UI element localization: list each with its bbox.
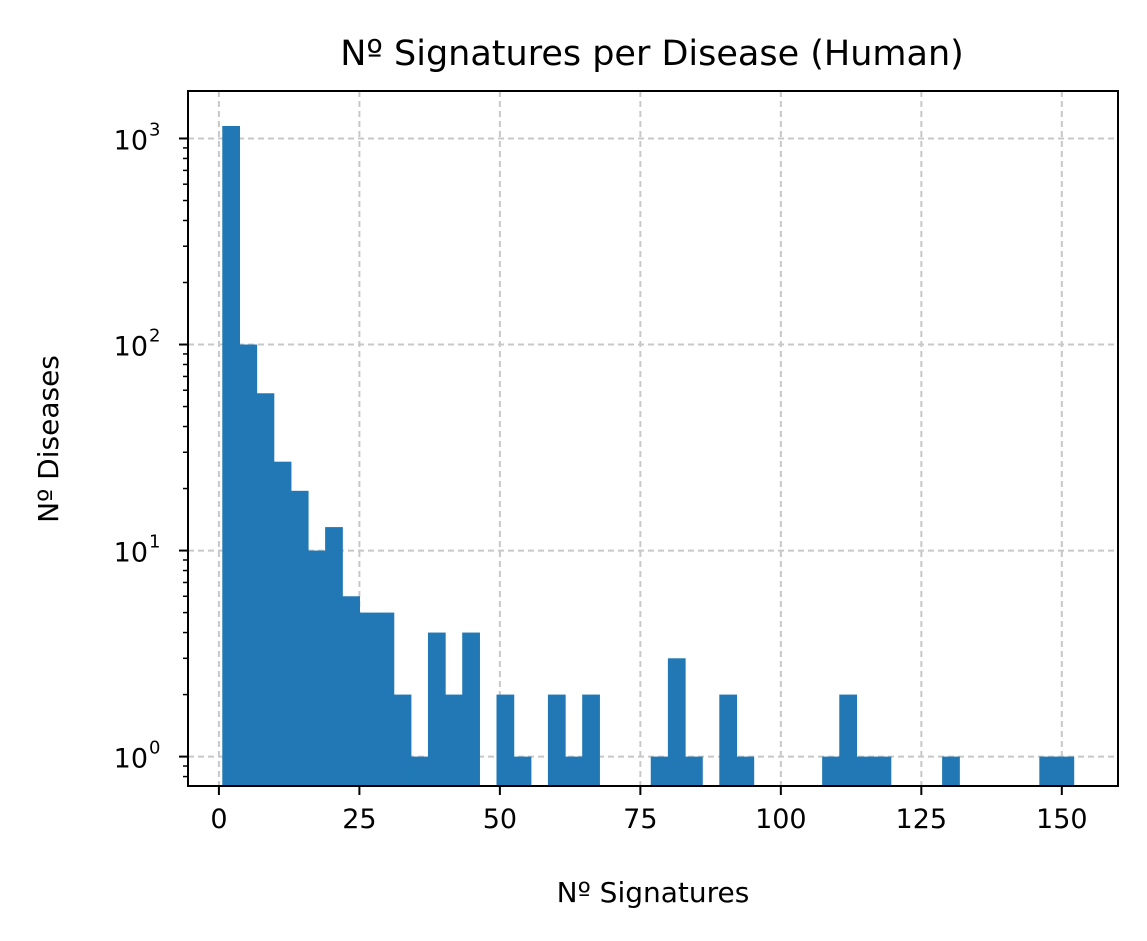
histogram-bar (719, 694, 738, 786)
histogram-bar (942, 756, 960, 786)
x-tick-label: 25 (342, 804, 376, 835)
x-tick-label: 125 (896, 804, 948, 835)
histogram-bar (856, 756, 875, 786)
histogram-bar (342, 596, 360, 786)
x-tick-label: 0 (210, 804, 227, 835)
histogram-bar (222, 125, 241, 787)
plot-frame (187, 90, 1119, 787)
y-tick-exponent: 2 (149, 326, 160, 347)
histogram-bar (325, 527, 343, 786)
histogram-bar (427, 632, 446, 786)
y-tick-exponent: 1 (149, 532, 160, 553)
histogram-bar (822, 756, 840, 786)
y-tick-label: 10 (114, 332, 148, 363)
grid-lines (188, 91, 1118, 786)
x-axis-label: Nº Signatures (557, 876, 750, 909)
histogram-bar (547, 694, 566, 786)
histogram-bar (376, 612, 395, 786)
histogram-bar (1056, 756, 1075, 786)
histogram-bar (410, 756, 429, 786)
x-tick-label: 75 (623, 804, 657, 835)
histogram-bar (445, 694, 463, 786)
histogram-bar (839, 694, 858, 786)
x-tick-label: 150 (1036, 804, 1088, 835)
y-tick-exponent: 0 (149, 738, 160, 759)
y-tick-exponent: 3 (149, 119, 160, 140)
chart-title: Nº Signatures per Disease (Human) (340, 34, 964, 74)
histogram-bar (393, 694, 412, 786)
histogram-bar (565, 756, 583, 786)
histogram-bar (359, 612, 378, 786)
histogram-bar (1039, 756, 1058, 786)
histogram-bar (650, 756, 669, 786)
histogram-bar (496, 694, 515, 786)
histogram-bar (239, 344, 258, 786)
y-axis-label: Nº Diseases (32, 355, 65, 523)
histogram-bar (667, 658, 686, 786)
histogram-bar (582, 694, 600, 786)
histogram-bar (273, 461, 292, 786)
histogram-bar (736, 756, 755, 786)
histogram-bar (290, 490, 309, 786)
histogram-bar (462, 632, 480, 786)
histogram-bar (685, 756, 703, 786)
y-tick-label: 10 (114, 538, 148, 569)
y-tick-label: 10 (114, 125, 148, 156)
histogram-bar (873, 756, 892, 786)
histogram-bar (513, 756, 532, 786)
y-tick-label: 10 (114, 744, 148, 775)
histogram-bars (222, 125, 1075, 787)
x-tick-label: 50 (483, 804, 517, 835)
histogram-bar (307, 550, 326, 786)
x-tick-label: 100 (755, 804, 807, 835)
histogram-bar (256, 393, 275, 786)
